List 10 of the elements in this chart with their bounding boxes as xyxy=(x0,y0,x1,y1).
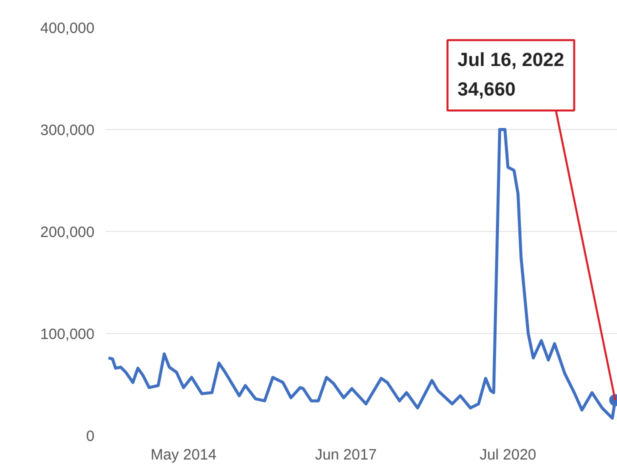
x-tick-label: May 2014 xyxy=(150,446,216,464)
x-tick-label: Jun 2017 xyxy=(314,446,377,464)
x-tick-label: Jul 2020 xyxy=(480,446,536,464)
annotation: Jul 16, 2022 34,660 xyxy=(458,50,564,100)
y-tick-label: 400,000 xyxy=(40,20,95,37)
y-tick-label: 100,000 xyxy=(40,326,95,343)
y-tick-label: 300,000 xyxy=(40,122,95,139)
line-series xyxy=(107,128,617,420)
y-tick-label: 0 xyxy=(86,428,94,445)
y-tick-label: 200,000 xyxy=(40,224,95,241)
